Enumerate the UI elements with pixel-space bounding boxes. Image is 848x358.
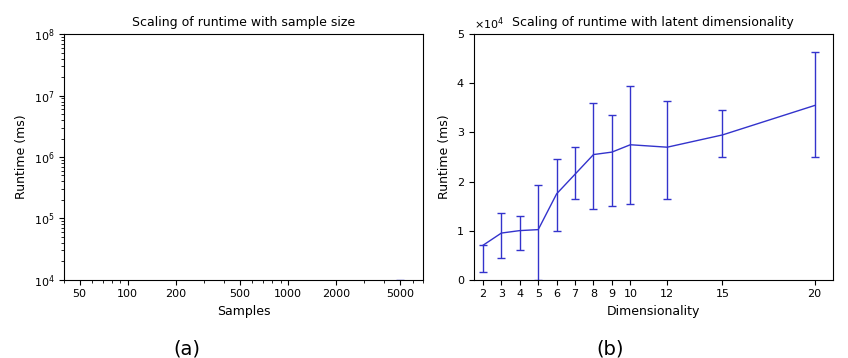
Text: (b): (b) [597, 339, 624, 358]
Text: $\times 10^4$: $\times 10^4$ [474, 15, 504, 32]
X-axis label: Samples: Samples [217, 305, 271, 318]
Y-axis label: Runtime (ms): Runtime (ms) [15, 115, 28, 199]
Y-axis label: Runtime (ms): Runtime (ms) [438, 115, 451, 199]
X-axis label: Dimensionality: Dimensionality [606, 305, 700, 318]
Title: Scaling of runtime with latent dimensionality: Scaling of runtime with latent dimension… [512, 16, 795, 29]
Title: Scaling of runtime with sample size: Scaling of runtime with sample size [132, 16, 355, 29]
Text: (a): (a) [173, 339, 200, 358]
